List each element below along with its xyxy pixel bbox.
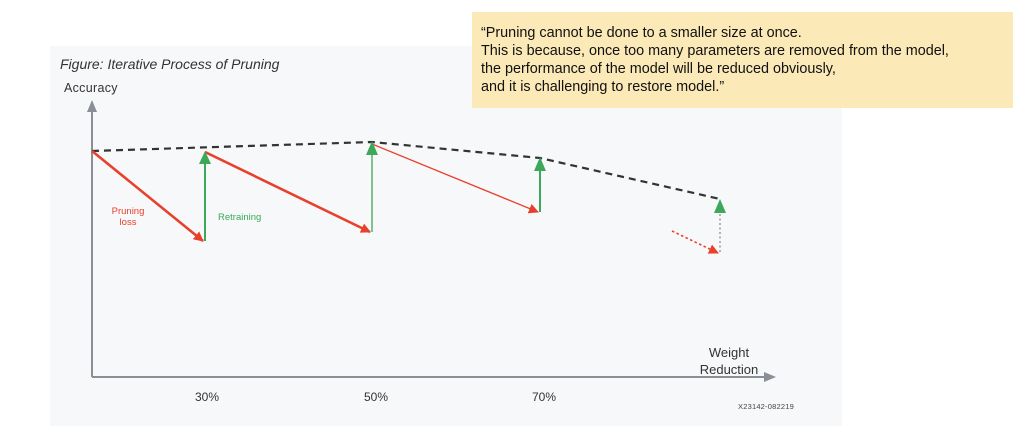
retraining-arrowhead-3 <box>534 157 546 171</box>
pruning-arrow-4-dotted <box>671 230 719 254</box>
pruning-label-line2: loss <box>119 217 137 228</box>
pruning-arrow-1 <box>91 149 204 243</box>
accuracy-trend-line <box>91 140 721 201</box>
retraining-arrowhead-2 <box>366 141 378 155</box>
retraining-label: Retraining <box>218 212 262 223</box>
quote-line-1: “Pruning cannot be done to a smaller siz… <box>481 25 802 41</box>
y-axis-arrowhead <box>87 100 97 112</box>
x-axis-label-line1: Weight <box>708 345 750 360</box>
pruning-loss-label: Pruning loss <box>108 206 148 228</box>
pruning-arrow-2 <box>204 150 371 234</box>
quote-line-4: and it is challenging to restore model.” <box>481 79 725 95</box>
tick-label-70: 70% <box>531 390 557 404</box>
tick-label-50: 50% <box>363 390 389 404</box>
retraining-arrowhead-1 <box>199 151 211 164</box>
x-axis-arrowhead <box>764 372 776 382</box>
x-axis-label-line2: Reduction <box>699 362 759 377</box>
pruning-arrow-3 <box>371 143 539 214</box>
pruning-label-line1: Pruning <box>111 206 145 217</box>
tick-label-30: 30% <box>194 390 220 404</box>
figure-background <box>50 46 842 426</box>
figure-code: X23142-082219 <box>738 402 794 411</box>
retraining-arrowhead-4 <box>714 199 726 213</box>
quote-box: “Pruning cannot be done to a smaller siz… <box>472 12 1013 108</box>
x-axis-label: Weight Reduction <box>689 344 769 378</box>
quote-line-3: the performance of the model will be red… <box>481 61 836 77</box>
quote-line-2: This is because, once too many parameter… <box>481 43 949 59</box>
figure-title: Figure: Iterative Process of Pruning <box>60 56 280 72</box>
y-axis-label: Accuracy <box>64 81 118 95</box>
